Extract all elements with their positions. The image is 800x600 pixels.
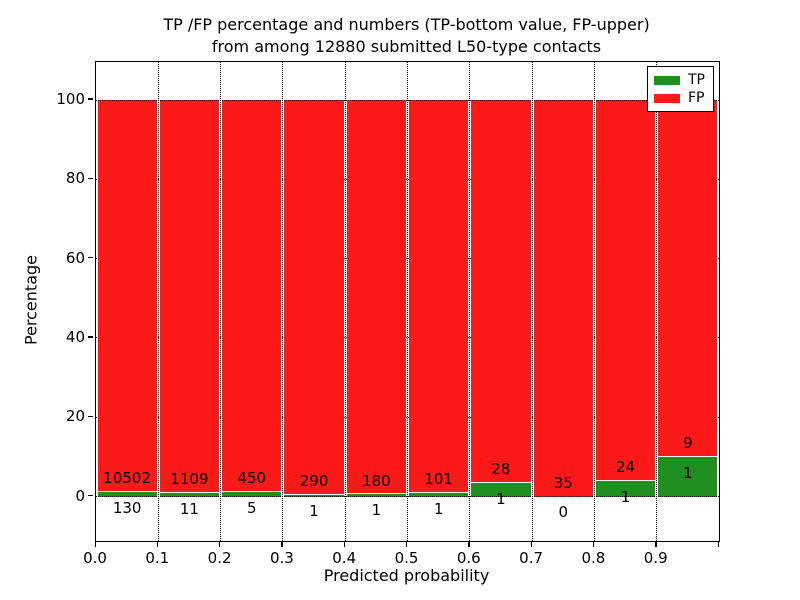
tp-count-label: 130: [112, 498, 142, 517]
fp-count-label: 28: [491, 460, 511, 479]
tp-count-label: 0: [558, 503, 569, 522]
x-tick-mark: [156, 542, 159, 547]
legend-swatch-fp-icon: [654, 93, 680, 103]
chart-title-line2: from among 12880 submitted L50-type cont…: [211, 37, 602, 56]
fp-count-label: 24: [616, 457, 636, 476]
gridline-x-0.2: [220, 62, 222, 541]
gridline-x-0.7: [531, 62, 533, 541]
x-tick-label: 0.7: [519, 549, 544, 567]
tp-count-label: 5: [246, 499, 257, 518]
bar-fp-segment: [159, 100, 220, 493]
tp-count-label: 1: [496, 489, 506, 508]
gridline-x-0.9: [656, 62, 658, 541]
bar-tp-segment: [159, 491, 220, 497]
bar-tp-segment: [471, 481, 531, 497]
bar-fp-segment: [284, 100, 344, 496]
tp-count-label: 1: [683, 463, 693, 482]
bar-fp-segment: [346, 100, 406, 495]
x-tick-mark: [717, 542, 719, 547]
legend-entry-tp: TP: [654, 73, 707, 87]
fp-count-label: 1109: [170, 469, 209, 488]
x-tick-mark: [219, 542, 221, 547]
x-tick-mark: [468, 542, 470, 547]
fp-count-label: 180: [362, 471, 391, 490]
x-tick-label: 0.2: [207, 549, 232, 567]
fp-count-label: 290: [299, 472, 329, 491]
x-tick-label: 0.5: [394, 549, 419, 567]
gridline-x-0.3: [282, 62, 284, 541]
tp-count-label: 11: [179, 499, 199, 518]
fp-count-label: 101: [424, 469, 453, 488]
bar-fp-segment: [595, 100, 656, 481]
y-tick-mark: [88, 177, 93, 180]
bar-fp-segment: [409, 100, 469, 493]
bar-tp-segment: [346, 493, 406, 497]
x-axis-label: Predicted probability: [323, 566, 490, 585]
y-tick-label: 60: [65, 248, 85, 267]
x-tick-label: 0.0: [83, 549, 107, 567]
bar-fp-segment: [97, 100, 157, 492]
y-tick-label: 0: [75, 486, 85, 505]
gridline-x-0.5: [407, 62, 408, 541]
x-tick-mark: [592, 542, 595, 547]
y-tick-mark: [88, 98, 93, 100]
bar-fp-segment: [533, 100, 593, 497]
bar-fp-segment: [222, 100, 282, 493]
x-tick-mark: [530, 542, 532, 547]
x-tick-mark: [281, 542, 283, 547]
x-tick-label: 0.1: [145, 549, 170, 567]
y-tick-mark: [88, 415, 93, 417]
x-tick-label: 0.4: [332, 549, 357, 567]
fp-count-label: 10502: [103, 468, 151, 487]
bar-tp-segment: [658, 455, 718, 497]
fp-count-label: 450: [237, 469, 267, 488]
plot-area: 10502 130 1109 11 450 5 290 1 180 1 101 1 28 1 35 0 24 1 9…: [95, 61, 720, 542]
tp-count-label: 1: [371, 501, 382, 520]
legend-label-tp: TP: [688, 72, 705, 88]
fp-count-label: 9: [683, 434, 693, 453]
tp-count-label: 1: [433, 499, 444, 518]
bar-fp-segment: [471, 100, 531, 483]
bar-tp-segment: [222, 491, 282, 497]
y-tick-mark: [88, 336, 93, 338]
chart-title-line1: TP /FP percentage and numbers (TP-bottom…: [163, 15, 650, 34]
y-tick-mark: [88, 256, 93, 259]
bar-tp-segment: [97, 490, 157, 497]
x-tick-mark: [406, 542, 408, 547]
legend: TP FP: [647, 66, 714, 112]
legend-swatch-tp-icon: [654, 75, 680, 85]
gridline-x-0.4: [344, 62, 346, 541]
fp-count-label: 35: [553, 473, 573, 492]
gridline-x-0.8: [593, 62, 595, 541]
x-tick-label: 0.6: [456, 549, 481, 567]
y-axis-label: Percentage: [21, 254, 41, 346]
x-tick-mark: [343, 542, 346, 547]
bar-tp-segment: [595, 479, 656, 497]
y-tick-label: 80: [65, 169, 85, 188]
gridline-x-0.6: [469, 62, 471, 541]
bar-tp-segment: [409, 491, 469, 497]
bar-fp-segment: [658, 100, 718, 457]
legend-label-fp: FP: [688, 90, 705, 106]
gridline-x-0.1: [157, 62, 159, 541]
bar-tp-segment: [284, 494, 344, 497]
y-tick-mark: [88, 494, 93, 497]
tp-count-label: 1: [309, 502, 319, 521]
y-tick-label: 20: [65, 407, 85, 426]
x-tick-mark: [655, 542, 657, 547]
x-tick-label: 0.3: [269, 549, 294, 567]
x-tick-mark: [94, 542, 96, 547]
tp-count-label: 1: [620, 487, 631, 506]
x-tick-label: 0.8: [581, 549, 606, 567]
y-tick-label: 100: [56, 90, 85, 109]
x-tick-label: 0.9: [643, 549, 668, 567]
legend-entry-fp: FP: [654, 91, 707, 105]
y-tick-label: 40: [65, 327, 85, 346]
